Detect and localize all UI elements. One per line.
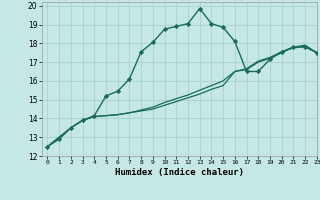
X-axis label: Humidex (Indice chaleur): Humidex (Indice chaleur) [115, 168, 244, 177]
